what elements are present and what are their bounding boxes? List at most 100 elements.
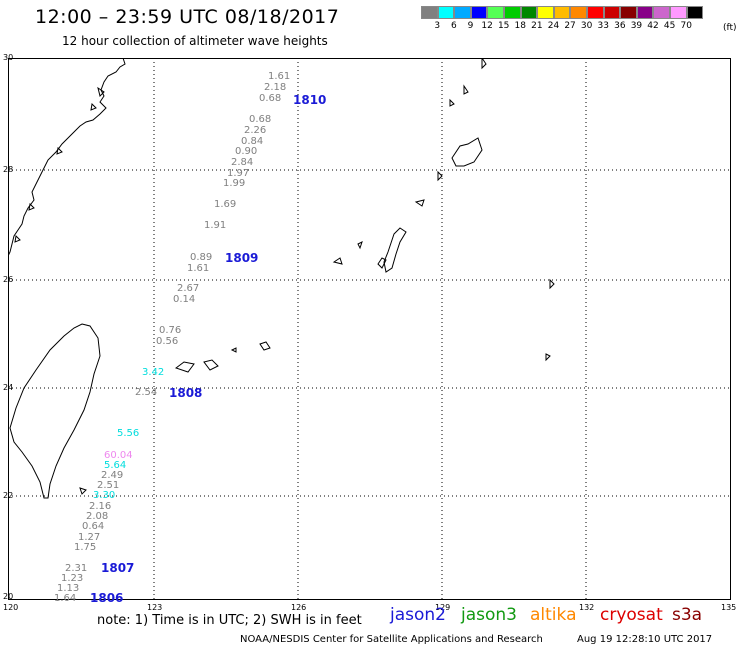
- wave-height-label: 2.16: [89, 501, 112, 512]
- legend-label: 15: [497, 21, 510, 31]
- wave-height-label: 2.84: [231, 157, 254, 168]
- wave-height-label: 2.51: [97, 480, 120, 491]
- lat-tick-label: 26: [3, 275, 14, 284]
- legend-swatch: [421, 6, 438, 19]
- wave-height-label: 1.23: [61, 573, 84, 584]
- wave-height-label: 3.42: [142, 367, 165, 378]
- wave-height-label: 0.14: [173, 294, 196, 305]
- legend-label: 3: [434, 21, 441, 31]
- satellite-label: jason2: [390, 605, 446, 625]
- graticule: [8, 58, 731, 600]
- lon-tick-label: 120: [3, 603, 19, 612]
- legend-label: 21: [531, 21, 543, 31]
- map-frame: 30 28 26 24 22 20 1.61 2.18 0.68 0.68 2.…: [3, 53, 731, 604]
- wave-height-label: 0.68: [259, 93, 282, 104]
- legend-swatch: [636, 6, 654, 19]
- lat-tick-label: 20: [3, 592, 14, 601]
- page-title: 12:00 – 23:59 UTC 08/18/2017: [35, 6, 340, 28]
- lon-tick-label: 123: [147, 603, 163, 612]
- legend-swatch: [520, 6, 538, 19]
- wave-height-label: 0.64: [82, 521, 105, 532]
- pass-id-label: 1809: [225, 251, 259, 265]
- pass-id-label: 1810: [293, 93, 327, 107]
- taiwan-island: [9, 323, 101, 499]
- legend-swatch: [603, 6, 621, 19]
- wave-height-label: 0.68: [249, 114, 272, 125]
- wave-height-label: 1.64: [54, 593, 77, 604]
- legend-swatch: [537, 6, 554, 19]
- wave-height-label: 60.04: [104, 450, 133, 461]
- pass-id-label: 1807: [101, 561, 135, 575]
- ryukyu-islands: [79, 58, 555, 495]
- wave-height-label: 2.54: [135, 387, 158, 398]
- legend-label: 24: [547, 21, 560, 31]
- lon-tick-label: 129: [435, 603, 451, 612]
- page-subtitle: 12 hour collection of altimeter wave hei…: [62, 34, 328, 48]
- wave-height-label: 2.26: [244, 125, 267, 136]
- pass-id-label: 1806: [90, 591, 124, 605]
- legend-label: 45: [663, 21, 676, 31]
- legend-swatch: [437, 6, 455, 19]
- wave-height-label: 1.99: [223, 178, 246, 189]
- wave-height-label: 0.84: [241, 136, 264, 147]
- map-graphic: [8, 58, 731, 600]
- lat-tick-label: 28: [3, 165, 14, 174]
- legend-labels: 3 6 9 12 15 18 21 24 27 30 33 36 39 42 45 70: [421, 21, 703, 31]
- legend-label: 36: [614, 21, 626, 31]
- wave-height-label: 0.89: [190, 252, 213, 263]
- wave-height-label: 5.64: [104, 460, 127, 471]
- legend-swatch: [586, 6, 604, 19]
- legend-swatch: [553, 6, 571, 19]
- wave-height-label: 0.56: [156, 336, 179, 347]
- legend-label: 9: [467, 21, 474, 31]
- footer-note: note: 1) Time is in UTC; 2) SWH is in fe…: [97, 613, 362, 628]
- wave-height-label: 3.30: [93, 490, 116, 501]
- china-coast-islands: [14, 86, 105, 243]
- satellite-label: cryosat: [600, 605, 663, 625]
- legend-label: 33: [597, 21, 609, 31]
- lat-tick-label: 24: [3, 383, 14, 392]
- legend-swatch: [686, 6, 704, 19]
- credit-text: NOAA/NESDIS Center for Satellite Applica…: [240, 634, 543, 645]
- legend-label: 18: [514, 21, 526, 31]
- wave-height-label: 2.08: [86, 511, 109, 522]
- legend-label: 42: [647, 21, 659, 31]
- satellite-label: jason3: [461, 605, 517, 625]
- china-coast: [8, 58, 126, 257]
- lon-tick-label: 132: [579, 603, 595, 612]
- legend-swatches: [421, 6, 704, 19]
- lat-tick-label: 22: [3, 491, 14, 500]
- lat-tick-label: 30: [3, 53, 14, 62]
- legend-label: 6: [451, 21, 457, 31]
- pass-id-label: 1808: [169, 386, 203, 400]
- legend-label: 12: [481, 21, 493, 31]
- legend-label: 39: [630, 21, 643, 31]
- wave-height-label: 1.97: [227, 168, 250, 179]
- lon-tick-label: 135: [721, 603, 737, 612]
- wave-height-label: 1.61: [187, 263, 210, 274]
- legend-swatch: [454, 6, 471, 19]
- wave-height-label: 2.18: [264, 82, 287, 93]
- wave-height-label: 1.75: [74, 542, 97, 553]
- legend-swatch: [669, 6, 687, 19]
- satellite-label: altika: [530, 605, 577, 625]
- satellite-label: s3a: [672, 605, 703, 625]
- wave-height-label: 5.56: [117, 428, 140, 439]
- wave-height-label: 1.91: [204, 220, 227, 231]
- legend-swatch: [487, 6, 504, 19]
- legend-label: 30: [580, 21, 593, 31]
- legend-unit: (ft): [723, 23, 737, 33]
- wave-height-label: 1.69: [214, 199, 237, 210]
- lon-tick-label: 126: [291, 603, 307, 612]
- generation-timestamp: Aug 19 12:28:10 UTC 2017: [577, 634, 713, 645]
- legend-swatch: [470, 6, 488, 19]
- legend-swatch: [653, 6, 670, 19]
- legend-swatch: [503, 6, 521, 19]
- legend-label: 27: [564, 21, 576, 31]
- wave-height-label: 2.31: [65, 563, 88, 574]
- color-legend: 3 6 9 12 15 18 21 24 27 30 33 36 39 42 45 70 (ft): [421, 6, 737, 33]
- legend-label: 70: [680, 21, 692, 31]
- legend-swatch: [620, 6, 637, 19]
- legend-swatch: [570, 6, 587, 19]
- wave-height-label: 2.49: [101, 470, 124, 481]
